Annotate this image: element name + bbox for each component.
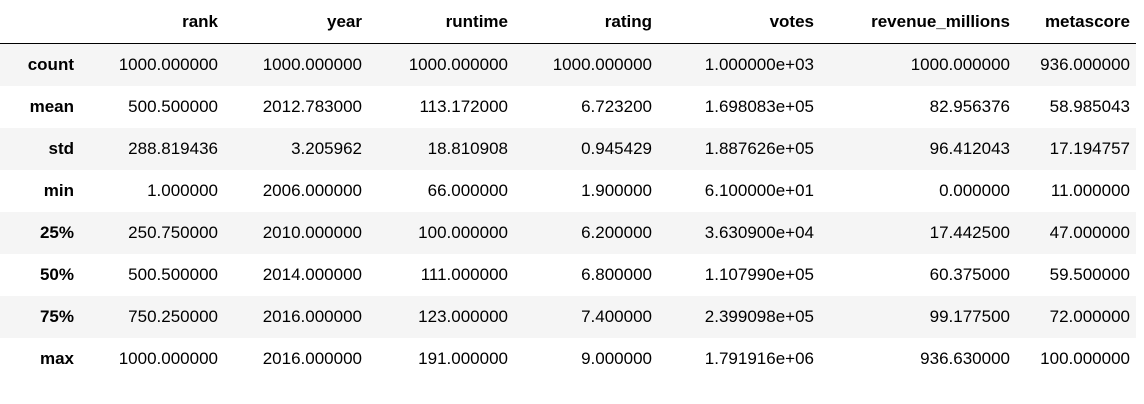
table-cell: 66.000000: [427, 181, 508, 200]
table-cell: 1.900000: [581, 181, 652, 200]
table-cell: 500.500000: [128, 97, 218, 116]
table-row-max: max 1000.000000 2016.000000 191.000000 9…: [0, 338, 1136, 380]
table-cell: 6.800000: [581, 265, 652, 284]
table-cell: 2016.000000: [262, 349, 362, 368]
column-header-rating: rating: [514, 0, 658, 44]
table-cell: 111.000000: [420, 265, 508, 284]
table-cell: 96.412043: [929, 139, 1010, 158]
table-cell: 1000.000000: [262, 55, 362, 74]
table-cell: 7.400000: [581, 307, 652, 326]
column-header-metascore: metascore: [1016, 0, 1136, 44]
row-label: mean: [29, 97, 74, 116]
table-cell: 1000.000000: [910, 55, 1010, 74]
table-cell: 100.000000: [1040, 349, 1130, 368]
table-cell: 0.000000: [939, 181, 1010, 200]
table-cell: 17.194757: [1049, 139, 1130, 158]
table-row-75-percent: 75% 750.250000 2016.000000 123.000000 7.…: [0, 296, 1136, 338]
column-header-votes: votes: [658, 0, 820, 44]
table-cell: 936.000000: [1040, 55, 1130, 74]
table-cell: 288.819436: [128, 139, 218, 158]
column-header-runtime: runtime: [368, 0, 514, 44]
table-cell: 11.000000: [1050, 181, 1130, 200]
table-cell: 1000.000000: [408, 55, 508, 74]
table-cell: 1000.000000: [118, 349, 218, 368]
row-label: count: [27, 55, 74, 74]
column-header-rank: rank: [80, 0, 224, 44]
table-cell: 3.205962: [291, 139, 362, 158]
row-label: max: [39, 349, 74, 368]
table-cell: 936.630000: [920, 349, 1010, 368]
table-header: rank year runtime rating votes revenue_m…: [0, 0, 1136, 44]
row-label: 75%: [39, 307, 74, 326]
row-label: min: [43, 181, 74, 200]
table-cell: 1.107990e+05: [704, 265, 814, 284]
table-cell: 2010.000000: [262, 223, 362, 242]
row-label: std: [48, 139, 75, 158]
table-cell: 100.000000: [418, 223, 508, 242]
table-cell: 17.442500: [929, 223, 1010, 242]
table-cell: 6.723200: [581, 97, 652, 116]
table-cell: 2016.000000: [262, 307, 362, 326]
table-row-min: min 1.000000 2006.000000 66.000000 1.900…: [0, 170, 1136, 212]
table-row-25-percent: 25% 250.750000 2010.000000 100.000000 6.…: [0, 212, 1136, 254]
table-cell: 1.000000e+03: [704, 55, 814, 74]
table-cell: 123.000000: [418, 307, 508, 326]
table-cell: 3.630900e+04: [704, 223, 814, 242]
table-cell: 1.000000: [147, 181, 218, 200]
index-header: [0, 0, 80, 44]
table-cell: 250.750000: [128, 223, 218, 242]
table-row-std: std 288.819436 3.205962 18.810908 0.9454…: [0, 128, 1136, 170]
table-cell: 59.500000: [1049, 265, 1130, 284]
table-cell: 6.100000e+01: [704, 181, 814, 200]
table-body: count 1000.000000 1000.000000 1000.00000…: [0, 43, 1136, 380]
table-cell: 1000.000000: [118, 55, 218, 74]
describe-table: rank year runtime rating votes revenue_m…: [0, 0, 1136, 380]
table-cell: 2014.000000: [262, 265, 362, 284]
table-cell: 500.500000: [128, 265, 218, 284]
table-cell: 47.000000: [1049, 223, 1130, 242]
column-header-revenue-millions: revenue_millions: [820, 0, 1016, 44]
table-row-mean: mean 500.500000 2012.783000 113.172000 6…: [0, 86, 1136, 128]
table-cell: 1.887626e+05: [704, 139, 814, 158]
table-cell: 6.200000: [581, 223, 652, 242]
table-cell: 82.956376: [929, 97, 1010, 116]
table-cell: 99.177500: [929, 307, 1010, 326]
table-cell: 2012.783000: [262, 97, 362, 116]
table-cell: 113.172000: [419, 97, 508, 116]
column-header-year: year: [224, 0, 368, 44]
table-cell: 0.945429: [581, 139, 652, 158]
table-cell: 1000.000000: [552, 55, 652, 74]
table-cell: 60.375000: [929, 265, 1010, 284]
table-row-50-percent: 50% 500.500000 2014.000000 111.000000 6.…: [0, 254, 1136, 296]
table-cell: 9.000000: [581, 349, 652, 368]
table-cell: 1.698083e+05: [704, 97, 814, 116]
table-cell: 72.000000: [1049, 307, 1130, 326]
table-row-count: count 1000.000000 1000.000000 1000.00000…: [0, 43, 1136, 86]
table-cell: 750.250000: [128, 307, 218, 326]
header-row: rank year runtime rating votes revenue_m…: [0, 0, 1136, 44]
table-cell: 18.810908: [427, 139, 508, 158]
table-cell: 1.791916e+06: [704, 349, 814, 368]
table-cell: 58.985043: [1049, 97, 1130, 116]
table-cell: 191.000000: [418, 349, 508, 368]
row-label: 50%: [39, 265, 74, 284]
table-cell: 2006.000000: [262, 181, 362, 200]
row-label: 25%: [39, 223, 74, 242]
table-cell: 2.399098e+05: [704, 307, 814, 326]
